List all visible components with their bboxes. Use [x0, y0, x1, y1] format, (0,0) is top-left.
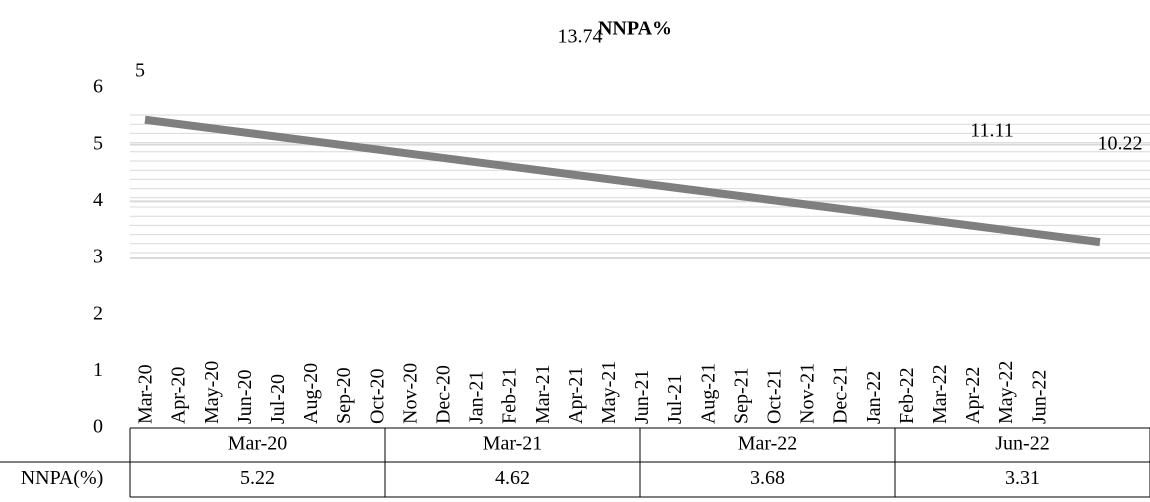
table-row-label: NNPA(%): [21, 467, 104, 489]
table-value: 3.31: [1005, 467, 1040, 489]
y-tick-label: 5: [93, 132, 103, 154]
y-tick-label: 4: [93, 189, 103, 211]
x-tick-label: Mar-20: [135, 364, 157, 424]
y-tick-label: 2: [93, 302, 103, 324]
table-header: Mar-20: [228, 433, 288, 455]
x-tick-label: May-20: [201, 361, 223, 424]
x-tick-label: Sep-21: [730, 367, 752, 424]
y-tick-label: 0: [93, 416, 103, 438]
x-tick-label: Jul-20: [267, 374, 289, 424]
annotation: 11.11: [970, 120, 1014, 142]
x-tick-label: Nov-20: [399, 363, 421, 424]
table-value: 4.62: [495, 467, 530, 489]
x-tick-label: Jul-21: [664, 374, 686, 424]
x-tick-label: Nov-21: [797, 363, 819, 424]
x-tick-label: Jun-20: [234, 370, 256, 424]
x-tick-label: Apr-20: [168, 367, 190, 424]
x-tick-label: Aug-21: [697, 363, 719, 424]
x-tick-label: Feb-21: [499, 367, 521, 424]
x-tick-label: Jun-21: [631, 370, 653, 424]
x-tick-label: Aug-20: [300, 363, 322, 424]
x-tick-label: Dec-20: [432, 365, 454, 424]
x-tick-label: Apr-22: [962, 367, 984, 424]
table-header: Mar-22: [738, 433, 798, 455]
y-tick-label: 1: [93, 359, 103, 381]
trend-line: [144, 115, 1101, 247]
x-tick-label: Oct-20: [366, 368, 388, 424]
table-header: Mar-21: [483, 433, 543, 455]
x-tick-label: Jan-22: [863, 371, 885, 424]
x-tick-label: Jan-21: [466, 371, 488, 424]
x-tick-label: May-21: [598, 361, 620, 424]
x-tick-label: Mar-21: [532, 364, 554, 424]
x-tick-label: Apr-21: [565, 367, 587, 424]
x-tick-label: Mar-22: [929, 364, 951, 424]
annotation: 5: [135, 60, 145, 82]
table-value: 3.68: [750, 467, 785, 489]
annotation: 13.74: [558, 26, 603, 48]
x-tick-label: Feb-22: [896, 367, 918, 424]
y-tick-label: 3: [93, 246, 103, 268]
x-tick-label: Dec-21: [830, 365, 852, 424]
annotation: 10.22: [1098, 133, 1143, 155]
chart-title: NNPA%: [598, 18, 672, 40]
table-value: 5.22: [240, 467, 275, 489]
x-tick-label: Oct-21: [763, 368, 785, 424]
x-tick-label: Jun-22: [1028, 370, 1050, 424]
x-tick-label: Sep-20: [333, 367, 355, 424]
table-header: Jun-22: [995, 433, 1049, 455]
x-tick-label: May-22: [995, 361, 1017, 424]
y-tick-label: 6: [93, 76, 103, 98]
